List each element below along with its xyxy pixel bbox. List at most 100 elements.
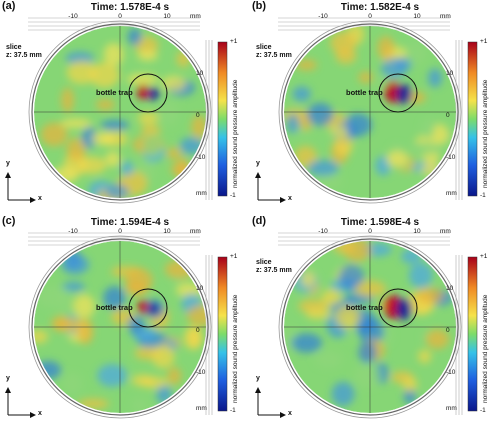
colorbar	[217, 41, 228, 197]
panel-time: Time: 1.594E-4 s	[90, 217, 170, 228]
panel-b: (b) Time: 1.582E-4 s slice z: 37.5 mm -10 0…	[250, 0, 500, 215]
top-tick: -10	[318, 228, 328, 235]
top-tick: 10	[163, 13, 171, 20]
panel-d: (d) Time: 1.598E-4 s slice z: 37.5 mm -10 0…	[250, 215, 500, 430]
y-arrowhead	[5, 387, 11, 393]
right-mm-unit: mm	[196, 405, 207, 412]
right-mm-unit: mm	[196, 190, 207, 197]
y-arrowhead	[255, 172, 261, 178]
slice-plot	[255, 17, 478, 204]
right-mm-unit: mm	[446, 405, 457, 412]
panel-label: (a)	[2, 0, 16, 12]
right-tick: 10	[196, 70, 204, 77]
panel-time: Time: 1.578E-4 s	[90, 2, 170, 13]
panel-label: (c)	[2, 215, 16, 227]
right-tick: -10	[446, 154, 456, 161]
y-axis-label: y	[256, 375, 260, 382]
slice-label: slice z: 37.5 mm	[6, 44, 42, 60]
y-arrowhead	[255, 387, 261, 393]
top-tick: 0	[118, 228, 122, 235]
right-tick: 10	[196, 285, 204, 292]
x-axis-label: x	[38, 410, 42, 417]
bottle-wall-outer	[28, 235, 212, 419]
top-tick: 10	[413, 228, 421, 235]
top-tick: -10	[68, 13, 78, 20]
bottle-wall	[31, 23, 209, 201]
colorbar-title: normalized sound pressure amplitude	[482, 294, 489, 403]
bottle-trap-circle	[378, 73, 418, 113]
top-tick: 10	[413, 13, 421, 20]
slice-word: slice	[6, 44, 22, 51]
bottle-trap-label: bottle trap	[346, 88, 383, 97]
top-tick: -10	[68, 228, 78, 235]
slice-depth: z: 37.5 mm	[256, 52, 292, 59]
panel-time: Time: 1.598E-4 s	[340, 217, 420, 228]
slice-plot	[5, 232, 228, 419]
bottle-wall-outer	[278, 235, 462, 419]
slice-word: slice	[256, 44, 272, 51]
colorbar-title: normalized sound pressure amplitude	[482, 79, 489, 188]
x-axis-label: x	[38, 195, 42, 202]
top-mm-unit: mm	[440, 228, 451, 235]
y-arrowhead	[5, 172, 11, 178]
top-tick: 0	[368, 228, 372, 235]
colorbar-title: normalized sound pressure amplitude	[232, 79, 239, 188]
slice-label: slice z: 37.5 mm	[256, 259, 292, 275]
right-mm-unit: mm	[446, 190, 457, 197]
x-arrowhead	[30, 197, 36, 203]
panel-label: (d)	[252, 215, 267, 227]
y-axis-label: y	[6, 160, 10, 167]
bottle-trap-label: bottle trap	[346, 303, 383, 312]
panel-a: (a) Time: 1.578E-4 s slice z: 37.5 mm -10 0…	[0, 0, 250, 215]
right-tick: 10	[446, 70, 454, 77]
x-axis-label: x	[288, 410, 292, 417]
slice-label: slice z: 37.5 mm	[256, 44, 292, 60]
slice-plot	[5, 17, 228, 204]
panel-c: (c) Time: 1.594E-4 s -10 0 10 mm 10 0 -10 mm +1 -…	[0, 215, 250, 430]
colorbar-max: +1	[480, 253, 488, 260]
bottle-trap-circle	[128, 288, 168, 328]
slice-depth: z: 37.5 mm	[6, 52, 42, 59]
colorbar-max: +1	[230, 253, 238, 260]
slice-depth: z: 37.5 mm	[256, 267, 292, 274]
bottle-trap-label: bottle trap	[96, 88, 133, 97]
pressure-field	[284, 26, 456, 198]
colorbar-min: -1	[480, 192, 486, 199]
right-tick: -10	[196, 369, 206, 376]
right-tick: 0	[446, 112, 450, 119]
top-tick: -10	[318, 13, 328, 20]
y-axis-label: y	[6, 375, 10, 382]
top-tick: 0	[368, 13, 372, 20]
colorbar	[467, 41, 478, 197]
bottle-wall	[281, 23, 459, 201]
bottle-wall-outer	[28, 20, 212, 204]
top-tick: 0	[118, 13, 122, 20]
top-mm-unit: mm	[190, 228, 201, 235]
panel-time: Time: 1.582E-4 s	[340, 2, 420, 13]
right-tick: -10	[446, 369, 456, 376]
colorbar-max: +1	[230, 38, 238, 45]
right-tick: 0	[196, 327, 200, 334]
colorbar	[217, 256, 228, 412]
right-tick: 0	[446, 327, 450, 334]
x-axis-label: x	[288, 195, 292, 202]
right-tick: -10	[196, 154, 206, 161]
pressure-field	[34, 241, 206, 413]
right-tick: 0	[196, 112, 200, 119]
panel-label: (b)	[252, 0, 267, 12]
slice-word: slice	[256, 259, 272, 266]
bottle-wall-outer	[278, 20, 462, 204]
bottle-wall	[281, 238, 459, 416]
top-mm-unit: mm	[440, 13, 451, 20]
bottle-trap-circle	[128, 73, 168, 113]
x-arrowhead	[30, 412, 36, 418]
bottle-wall	[31, 238, 209, 416]
slice-plot	[255, 232, 478, 419]
bottle-trap-circle	[378, 288, 418, 328]
top-tick: 10	[163, 228, 171, 235]
x-arrowhead	[280, 412, 286, 418]
colorbar-title: normalized sound pressure amplitude	[232, 294, 239, 403]
right-tick: 10	[446, 285, 454, 292]
pressure-field	[34, 26, 206, 198]
y-axis-label: y	[256, 160, 260, 167]
